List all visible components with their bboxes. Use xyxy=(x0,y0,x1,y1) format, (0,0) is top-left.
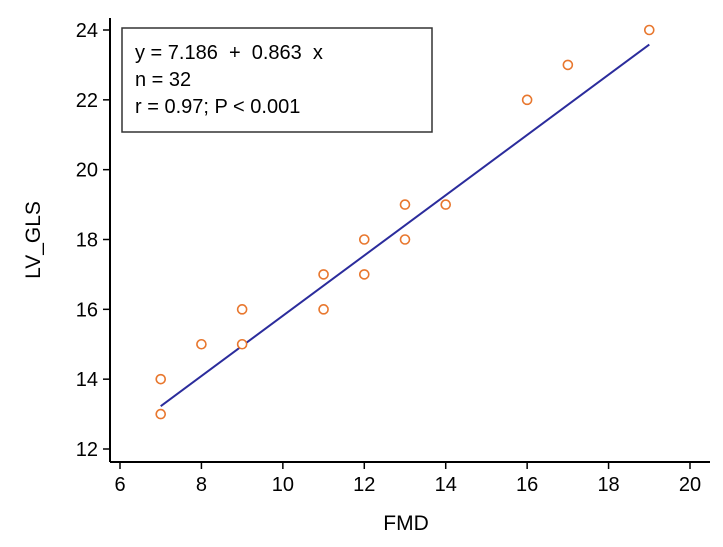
y-tick-label: 22 xyxy=(76,90,98,112)
y-tick-label: 20 xyxy=(76,160,98,182)
data-point xyxy=(440,199,452,210)
data-point xyxy=(399,234,411,245)
data-point xyxy=(521,94,533,106)
y-tick-label: 18 xyxy=(76,230,98,252)
data-point xyxy=(155,408,167,420)
data-point xyxy=(318,304,329,315)
sample-size: n = 32 xyxy=(135,69,191,91)
data-point xyxy=(196,338,207,350)
y-tick-label: 14 xyxy=(76,369,98,391)
x-tick-label: 16 xyxy=(516,474,538,496)
statistics-box: y = 7.186 + 0.863 x n = 32 r = 0.97; P <… xyxy=(121,27,433,133)
data-point xyxy=(155,373,167,385)
y-tick-label: 24 xyxy=(76,20,98,42)
x-tick-label: 8 xyxy=(196,474,207,496)
data-point xyxy=(318,269,329,280)
x-tick-label: 18 xyxy=(597,474,619,496)
correlation-stats: r = 0.97; P < 0.001 xyxy=(135,96,300,118)
data-point xyxy=(399,199,411,210)
data-point xyxy=(358,234,370,245)
x-tick-label: 12 xyxy=(353,474,375,496)
x-ticks: 6 8 10 12 14 16 18 20 xyxy=(114,462,701,496)
data-point xyxy=(236,304,248,315)
x-tick-label: 14 xyxy=(435,474,457,496)
statistics-box-border xyxy=(121,27,433,133)
data-point xyxy=(562,59,574,71)
data-point xyxy=(358,269,370,280)
x-tick-label: 6 xyxy=(114,474,125,496)
data-points xyxy=(155,24,655,420)
regression-equation: y = 7.186 + 0.863 x xyxy=(135,42,323,64)
y-axis-title: LV_GLS xyxy=(22,201,45,279)
x-tick-label: 10 xyxy=(272,474,294,496)
y-tick-label: 12 xyxy=(76,439,98,461)
y-ticks: 12 14 16 18 20 22 24 xyxy=(76,20,110,461)
x-axis-title: FMD xyxy=(383,512,429,535)
y-tick-label: 16 xyxy=(76,299,98,321)
data-point xyxy=(643,24,655,36)
data-point xyxy=(236,338,248,350)
x-tick-label: 20 xyxy=(679,474,701,496)
